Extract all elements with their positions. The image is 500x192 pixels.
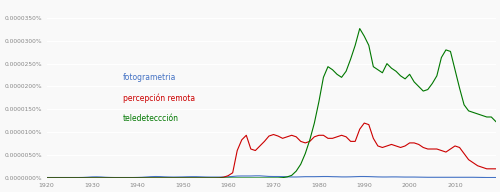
Text: percepción remota: percepción remota [123,93,195,103]
Text: fotogrametria: fotogrametria [123,73,176,82]
Text: teledeteccción: teledeteccción [123,114,179,123]
